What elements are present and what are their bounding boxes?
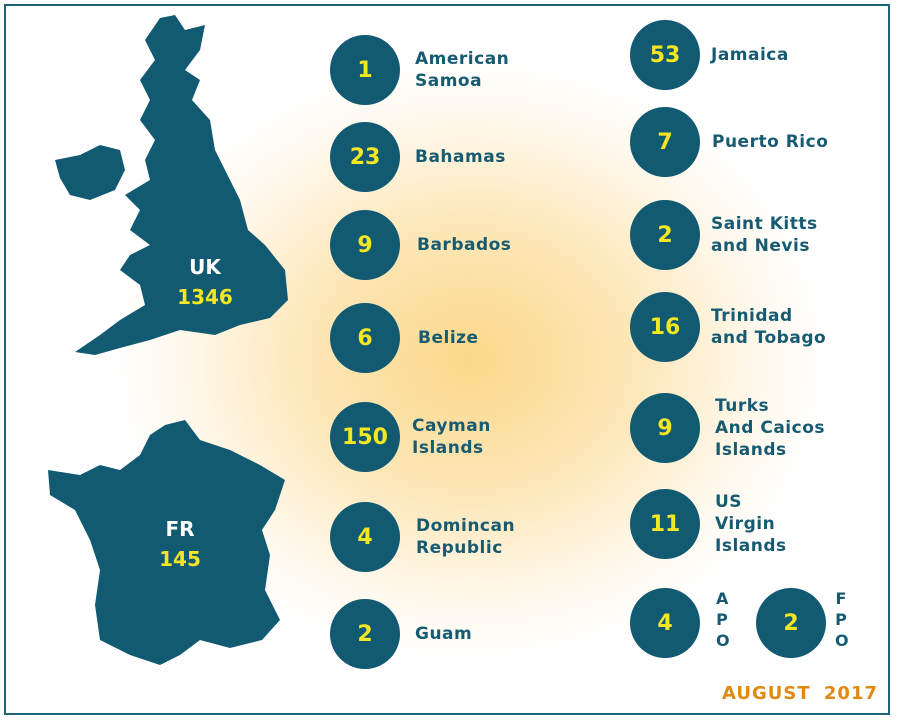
territory-label: Guam	[415, 624, 473, 644]
territory-label: Domincan Republic	[416, 516, 516, 558]
territory-label: Trinidad and Tobago	[711, 306, 827, 348]
count-circle: 53	[630, 20, 700, 90]
territory-label: Belize	[418, 328, 479, 348]
fr-map	[48, 420, 285, 665]
frame	[4, 4, 890, 715]
territory-label: Turks And Caicos Islands	[715, 396, 825, 460]
territory-label: Bahamas	[415, 147, 506, 167]
territory-label: American Samoa	[415, 49, 510, 91]
count-circle: 2	[756, 588, 826, 658]
count-circle: 2	[630, 200, 700, 270]
map-label: UK	[189, 255, 221, 279]
territory-label: Jamaica	[711, 45, 789, 65]
count-circle: 9	[330, 210, 400, 280]
count-circle: 2	[330, 599, 400, 669]
territory-label: Barbados	[417, 235, 512, 255]
count-circle: 4	[330, 502, 400, 572]
count-circle: 16	[630, 292, 700, 362]
map-value: 1346	[177, 285, 233, 309]
uk-map	[75, 15, 288, 355]
count-circle: 1	[330, 35, 400, 105]
territory-label: Cayman Islands	[412, 416, 491, 458]
count-circle: 11	[630, 489, 700, 559]
territory-label: Saint Kitts and Nevis	[711, 214, 818, 256]
count-circle: 6	[330, 303, 400, 373]
base-label: APO	[716, 589, 730, 650]
territory-label: US Virgin Islands	[715, 492, 787, 556]
count-circle: 23	[330, 122, 400, 192]
count-circle: 4	[630, 588, 700, 658]
ireland-map	[55, 145, 125, 200]
territory-label: Puerto Rico	[712, 132, 829, 152]
map-value: 145	[159, 547, 201, 571]
map-label: FR	[165, 517, 195, 541]
count-circle: 9	[630, 393, 700, 463]
base-label: FPO	[835, 589, 849, 650]
count-circle: 150	[330, 402, 400, 472]
count-circle: 7	[630, 107, 700, 177]
footer-date: AUGUST 2017	[722, 683, 878, 704]
